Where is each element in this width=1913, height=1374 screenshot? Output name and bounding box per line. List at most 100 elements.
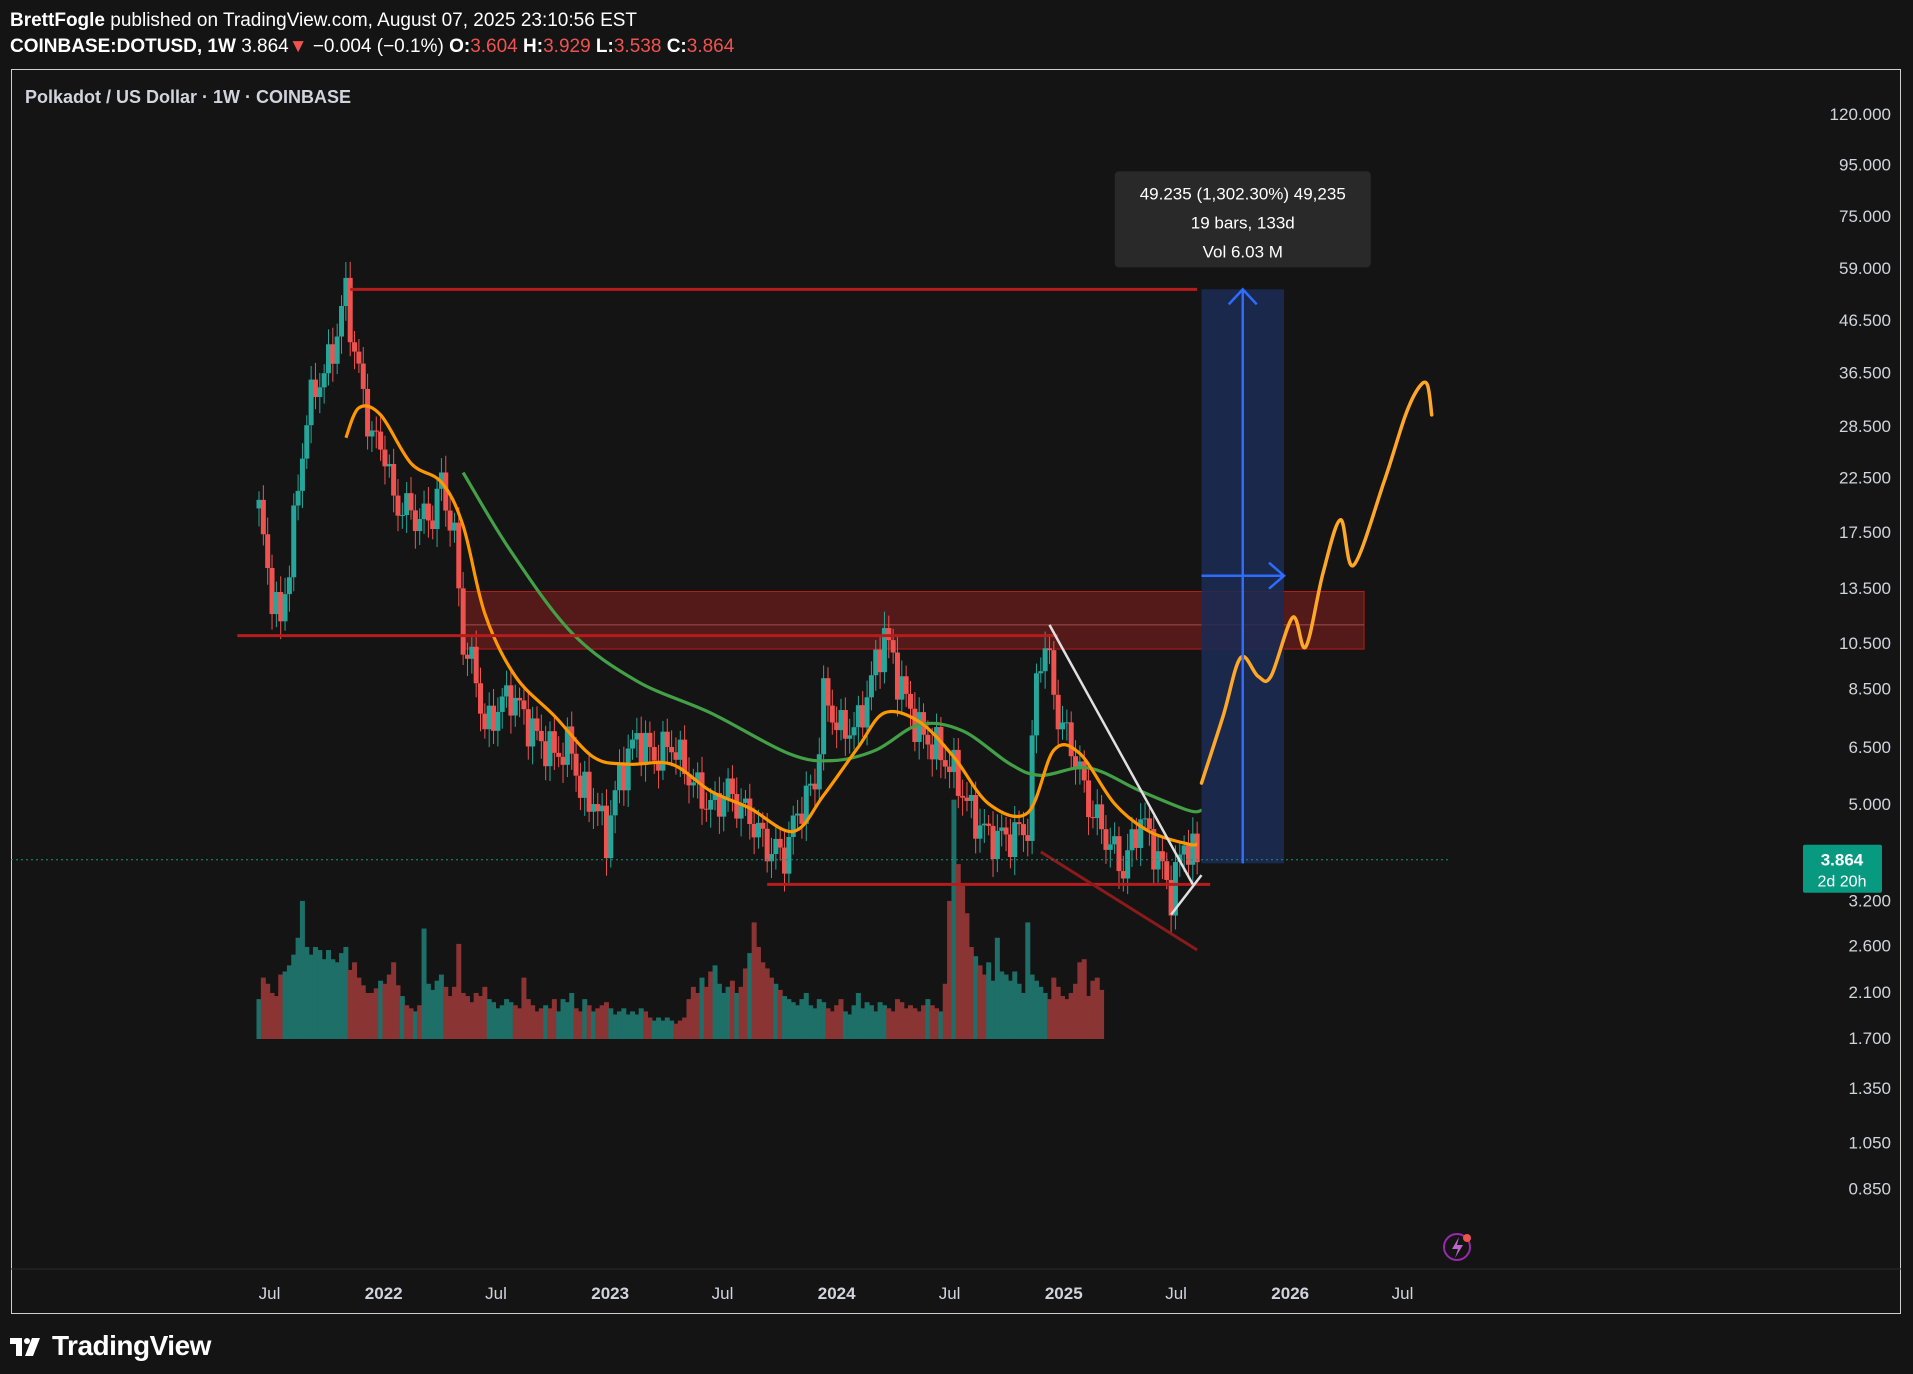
candle-body xyxy=(929,744,935,760)
volume-bar xyxy=(821,1002,827,1039)
volume-bar xyxy=(921,1005,927,1039)
volume-bar xyxy=(625,1014,631,1039)
candle-body xyxy=(491,705,497,731)
candle-body xyxy=(881,628,887,673)
candle-body xyxy=(1012,822,1018,857)
measure-arrowhead-up xyxy=(1227,287,1258,306)
author-name[interactable]: BrettFogle xyxy=(10,10,105,31)
volume-bar xyxy=(786,999,792,1039)
low-label: L: xyxy=(595,36,614,57)
candle-body xyxy=(890,640,896,653)
volume-bar xyxy=(712,965,718,1039)
candle-body xyxy=(1033,673,1039,736)
close-label: C: xyxy=(666,36,687,57)
volume-bar xyxy=(317,950,323,1039)
candle-body xyxy=(964,797,970,801)
candle-body xyxy=(265,534,271,568)
candle-body xyxy=(816,754,822,790)
y-axis-tick-label: 2.100 xyxy=(1848,983,1891,1002)
volume-bar xyxy=(986,962,992,1039)
volume-bar xyxy=(725,986,731,1039)
candle-body xyxy=(773,838,779,855)
candle-body xyxy=(356,351,362,364)
price-chart[interactable]: 120.000 95.000 75.000 59.000 46.500 36.500 28.… xyxy=(11,69,1901,1314)
candle-body xyxy=(734,794,740,819)
candle-body xyxy=(304,425,310,459)
last-price-value: 3.864 xyxy=(241,36,289,57)
volume-bar xyxy=(630,1011,636,1039)
volume-bar xyxy=(460,992,466,1039)
volume-bar xyxy=(638,1008,644,1039)
y-axis-tick-label: 5.000 xyxy=(1848,795,1891,814)
volume-bar xyxy=(443,986,449,1039)
candle-body xyxy=(682,739,688,774)
volume-bar xyxy=(651,1020,657,1039)
candle-body xyxy=(1190,833,1196,865)
candle-body xyxy=(738,802,744,819)
measure-label-box xyxy=(1114,171,1371,268)
tradingview-logo[interactable]: TradingView xyxy=(10,1328,211,1364)
volume-bar xyxy=(421,928,427,1039)
candle-body xyxy=(482,713,488,730)
volume-bar xyxy=(703,986,709,1039)
replay-lightning-icon[interactable] xyxy=(1443,1233,1471,1261)
volume-bar xyxy=(408,1008,414,1039)
candle-body xyxy=(1172,862,1178,916)
volume-bar xyxy=(556,1011,562,1039)
candle-body xyxy=(994,830,1000,860)
candle-body xyxy=(404,493,410,516)
candle-body xyxy=(864,697,870,728)
volume-bar xyxy=(278,974,284,1039)
candle-body xyxy=(399,515,405,517)
volume-bar xyxy=(1081,959,1087,1039)
volume-bar xyxy=(343,946,349,1039)
open-label: O: xyxy=(449,36,471,57)
candle-body xyxy=(977,825,983,839)
volume-bar xyxy=(282,971,288,1039)
candle-body xyxy=(295,490,301,506)
candle-body xyxy=(1007,834,1013,857)
volume-bar xyxy=(808,1005,814,1039)
candle-body xyxy=(347,277,353,343)
candle-body xyxy=(430,520,436,529)
x-axis-tick-label: Jul xyxy=(259,1284,281,1303)
candle-body xyxy=(391,463,397,496)
x-axis-tick-label: Jul xyxy=(712,1284,734,1303)
candle-body xyxy=(990,825,996,860)
measure-label-line1: 49.235 (1,302.30%) 49,235 xyxy=(1140,184,1346,203)
volume-bar xyxy=(608,1008,614,1039)
y-axis-tick-label: 1.350 xyxy=(1848,1079,1891,1098)
x-axis-tick-label: 2022 xyxy=(365,1284,403,1303)
change-arrow-icon: ▼ xyxy=(288,36,308,57)
volume-bar xyxy=(1029,974,1035,1039)
candle-body xyxy=(760,822,766,829)
candle-body xyxy=(656,760,662,771)
volume-bar xyxy=(716,983,722,1039)
candle-body xyxy=(590,804,596,812)
candle-body xyxy=(829,705,835,723)
volume-bar xyxy=(1042,992,1048,1039)
candle-body xyxy=(456,522,462,589)
candle-body xyxy=(1138,819,1144,848)
candle-body xyxy=(321,373,327,388)
volume-bar xyxy=(1060,996,1066,1039)
candle-body xyxy=(643,732,649,765)
last-price-tag-value: 3.864 xyxy=(1821,851,1864,870)
candle-body xyxy=(855,705,861,728)
volume-bar xyxy=(942,983,948,1039)
candle-body xyxy=(812,783,818,790)
volume-bar xyxy=(664,1017,670,1039)
candle-body xyxy=(799,813,805,824)
volume-bar xyxy=(868,1005,874,1039)
candle-body xyxy=(369,430,375,437)
chart-frame xyxy=(11,69,1901,1314)
candle-body xyxy=(517,697,523,701)
volume-bar xyxy=(729,980,735,1039)
candle-body xyxy=(612,790,618,816)
candle-body xyxy=(868,675,874,698)
y-axis-tick-label: 17.500 xyxy=(1839,523,1891,542)
volume-bar xyxy=(551,999,557,1039)
candle-body xyxy=(325,344,331,374)
candle-body xyxy=(1168,879,1174,916)
y-axis-tick-label: 36.500 xyxy=(1839,363,1891,382)
